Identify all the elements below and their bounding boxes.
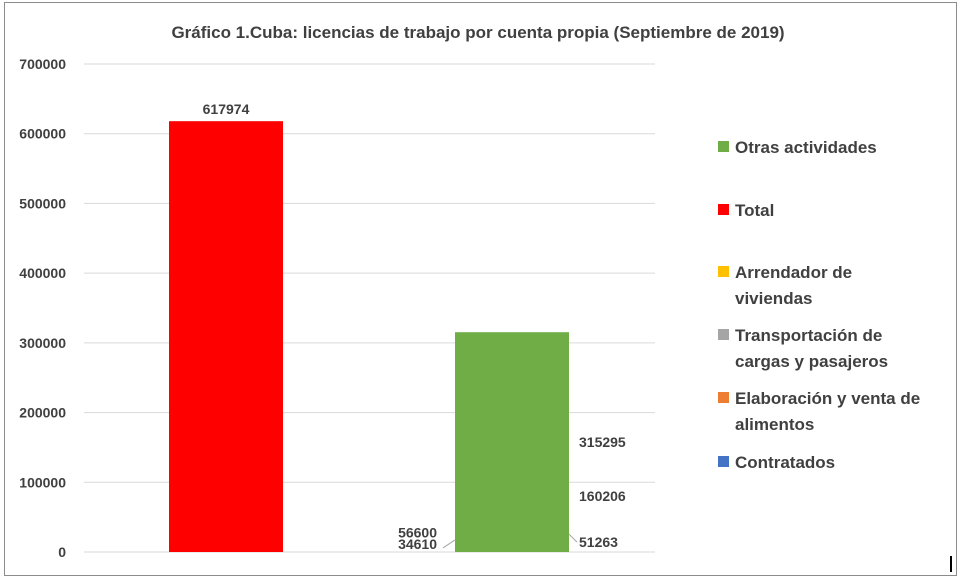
leader-line xyxy=(442,539,456,549)
legend-swatch xyxy=(718,456,729,467)
legend-swatch xyxy=(718,266,729,277)
y-tick-label: 600000 xyxy=(19,126,66,142)
y-axis-ticks: 0 100000 200000 300000 400000 500000 600000 700… xyxy=(19,56,66,560)
y-tick-label: 500000 xyxy=(19,195,66,211)
legend-label: Contratados xyxy=(735,453,835,472)
legend-label: Elaboración y venta de xyxy=(735,389,920,408)
y-tick-label: 200000 xyxy=(19,405,66,421)
legend-swatch xyxy=(718,141,729,152)
data-label: 315295 xyxy=(579,434,626,450)
data-labels: 617974 160206 56600 51263 34610 315295 xyxy=(203,101,626,552)
y-tick-label: 100000 xyxy=(19,474,66,490)
legend-label: cargas y pasajeros xyxy=(735,352,888,371)
bar-segment xyxy=(169,121,283,552)
y-tick-label: 0 xyxy=(58,544,66,560)
legend-label: Total xyxy=(735,201,774,220)
legend-label: Otras actividades xyxy=(735,138,877,157)
legend-swatch xyxy=(718,204,729,215)
bar-segment xyxy=(455,332,569,552)
legend-label: Transportación de xyxy=(735,326,882,345)
legend-swatch xyxy=(718,329,729,340)
legend-label: Arrendador de xyxy=(735,263,852,282)
legend-label: alimentos xyxy=(735,415,814,434)
data-label: 51263 xyxy=(579,534,618,550)
legend-swatch xyxy=(718,392,729,403)
data-label: 160206 xyxy=(579,488,626,504)
data-label: 617974 xyxy=(203,101,250,117)
y-tick-label: 300000 xyxy=(19,335,66,351)
y-tick-label: 700000 xyxy=(19,56,66,72)
legend: Otras actividades Total Arrendador de vivie… xyxy=(718,138,920,472)
text-cursor-mark xyxy=(950,556,952,572)
leader-line xyxy=(568,533,578,543)
data-label: 34610 xyxy=(398,536,437,552)
y-tick-label: 400000 xyxy=(19,265,66,281)
chart-title: Gráfico 1.Cuba: licencias de trabajo por… xyxy=(171,23,784,42)
legend-label: viviendas xyxy=(735,289,813,308)
bars xyxy=(169,121,569,552)
data-label: 56600 xyxy=(398,524,437,540)
